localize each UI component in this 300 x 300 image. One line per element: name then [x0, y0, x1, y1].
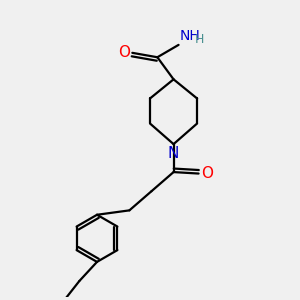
Text: N: N — [167, 146, 179, 161]
Text: O: O — [118, 45, 130, 60]
Text: O: O — [201, 166, 213, 181]
Text: NH: NH — [180, 28, 200, 43]
Text: H: H — [195, 33, 204, 46]
